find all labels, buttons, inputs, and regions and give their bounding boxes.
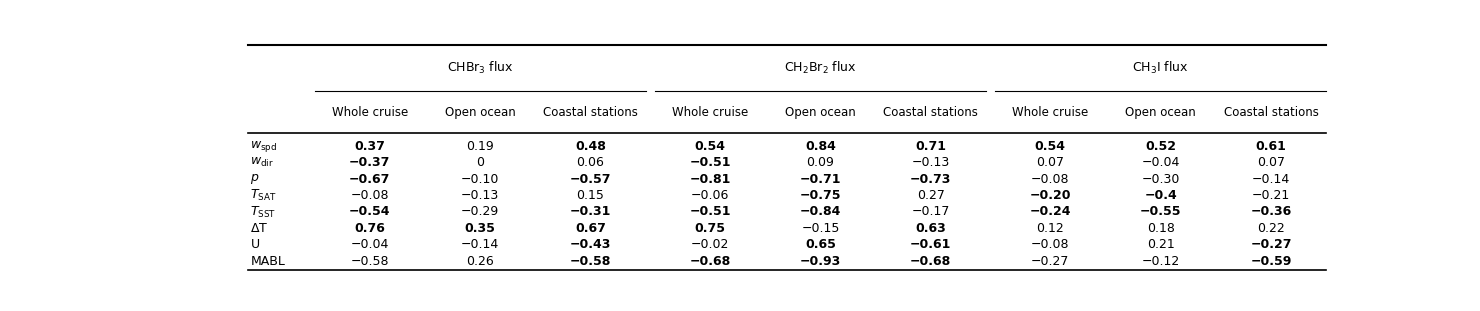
Text: U: U [250, 239, 259, 251]
Text: Coastal stations: Coastal stations [884, 106, 978, 119]
Text: −0.27: −0.27 [1251, 239, 1292, 251]
Text: −0.68: −0.68 [690, 255, 731, 268]
Text: −0.29: −0.29 [462, 206, 499, 219]
Text: 0: 0 [477, 156, 484, 169]
Text: −0.21: −0.21 [1252, 189, 1291, 202]
Text: $T_{\mathrm{SAT}}$: $T_{\mathrm{SAT}}$ [250, 188, 277, 203]
Text: −0.36: −0.36 [1251, 206, 1292, 219]
Text: 0.76: 0.76 [354, 222, 385, 235]
Text: 0.61: 0.61 [1255, 140, 1286, 153]
Text: 0.75: 0.75 [694, 222, 725, 235]
Text: 0.18: 0.18 [1147, 222, 1175, 235]
Text: Whole cruise: Whole cruise [332, 106, 408, 119]
Text: −0.27: −0.27 [1032, 255, 1070, 268]
Text: 0.52: 0.52 [1146, 140, 1177, 153]
Text: −0.93: −0.93 [799, 255, 841, 268]
Text: 0.27: 0.27 [918, 189, 944, 202]
Text: Open ocean: Open ocean [445, 106, 515, 119]
Text: −0.31: −0.31 [570, 206, 611, 219]
Text: 0.07: 0.07 [1257, 156, 1285, 169]
Text: 0.22: 0.22 [1257, 222, 1285, 235]
Text: −0.24: −0.24 [1030, 206, 1072, 219]
Text: 0.21: 0.21 [1147, 239, 1175, 251]
Text: −0.75: −0.75 [799, 189, 841, 202]
Text: −0.14: −0.14 [462, 239, 499, 251]
Text: $\Delta$T: $\Delta$T [250, 222, 269, 235]
Text: Coastal stations: Coastal stations [543, 106, 638, 119]
Text: MABL: MABL [250, 255, 286, 268]
Text: 0.12: 0.12 [1036, 222, 1064, 235]
Text: 0.07: 0.07 [1036, 156, 1064, 169]
Text: −0.68: −0.68 [910, 255, 952, 268]
Text: −0.10: −0.10 [460, 173, 499, 186]
Text: −0.06: −0.06 [691, 189, 730, 202]
Text: −0.15: −0.15 [801, 222, 839, 235]
Text: 0.54: 0.54 [694, 140, 725, 153]
Text: 0.48: 0.48 [576, 140, 605, 153]
Text: Open ocean: Open ocean [784, 106, 855, 119]
Text: 0.26: 0.26 [466, 255, 494, 268]
Text: −0.30: −0.30 [1141, 173, 1180, 186]
Text: −0.58: −0.58 [351, 255, 389, 268]
Text: $w_{\mathrm{spd}}$: $w_{\mathrm{spd}}$ [250, 139, 278, 154]
Text: −0.08: −0.08 [1032, 173, 1070, 186]
Text: −0.02: −0.02 [691, 239, 730, 251]
Text: −0.57: −0.57 [570, 173, 611, 186]
Text: −0.13: −0.13 [462, 189, 499, 202]
Text: Coastal stations: Coastal stations [1224, 106, 1319, 119]
Text: CH$_2$Br$_2$ flux: CH$_2$Br$_2$ flux [784, 60, 857, 76]
Text: −0.84: −0.84 [799, 206, 841, 219]
Text: −0.13: −0.13 [912, 156, 950, 169]
Text: 0.35: 0.35 [465, 222, 496, 235]
Text: −0.51: −0.51 [690, 156, 731, 169]
Text: −0.59: −0.59 [1251, 255, 1292, 268]
Text: −0.08: −0.08 [1032, 239, 1070, 251]
Text: 0.71: 0.71 [915, 140, 946, 153]
Text: −0.67: −0.67 [349, 173, 391, 186]
Text: −0.14: −0.14 [1252, 173, 1291, 186]
Text: $T_{\mathrm{SST}}$: $T_{\mathrm{SST}}$ [250, 204, 277, 220]
Text: CH$_3$I flux: CH$_3$I flux [1132, 60, 1188, 76]
Text: −0.73: −0.73 [910, 173, 952, 186]
Text: $p$: $p$ [250, 172, 260, 186]
Text: −0.43: −0.43 [570, 239, 611, 251]
Text: 0.67: 0.67 [576, 222, 605, 235]
Text: −0.71: −0.71 [799, 173, 841, 186]
Text: −0.04: −0.04 [1141, 156, 1180, 169]
Text: 0.19: 0.19 [466, 140, 494, 153]
Text: Open ocean: Open ocean [1125, 106, 1196, 119]
Text: 0.63: 0.63 [916, 222, 946, 235]
Text: −0.4: −0.4 [1144, 189, 1177, 202]
Text: Whole cruise: Whole cruise [1012, 106, 1088, 119]
Text: −0.20: −0.20 [1030, 189, 1072, 202]
Text: $w_{\mathrm{dir}}$: $w_{\mathrm{dir}}$ [250, 156, 274, 169]
Text: 0.65: 0.65 [805, 239, 836, 251]
Text: 0.06: 0.06 [577, 156, 604, 169]
Text: −0.51: −0.51 [690, 206, 731, 219]
Text: −0.55: −0.55 [1140, 206, 1181, 219]
Text: −0.58: −0.58 [570, 255, 611, 268]
Text: Whole cruise: Whole cruise [672, 106, 749, 119]
Text: 0.15: 0.15 [577, 189, 604, 202]
Text: −0.08: −0.08 [351, 189, 389, 202]
Text: 0.84: 0.84 [805, 140, 836, 153]
Text: 0.37: 0.37 [354, 140, 385, 153]
Text: −0.61: −0.61 [910, 239, 952, 251]
Text: −0.04: −0.04 [351, 239, 389, 251]
Text: −0.54: −0.54 [349, 206, 391, 219]
Text: 0.09: 0.09 [807, 156, 835, 169]
Text: −0.17: −0.17 [912, 206, 950, 219]
Text: CHBr$_3$ flux: CHBr$_3$ flux [447, 60, 514, 76]
Text: −0.12: −0.12 [1141, 255, 1180, 268]
Text: −0.37: −0.37 [349, 156, 391, 169]
Text: 0.54: 0.54 [1035, 140, 1066, 153]
Text: −0.81: −0.81 [690, 173, 731, 186]
